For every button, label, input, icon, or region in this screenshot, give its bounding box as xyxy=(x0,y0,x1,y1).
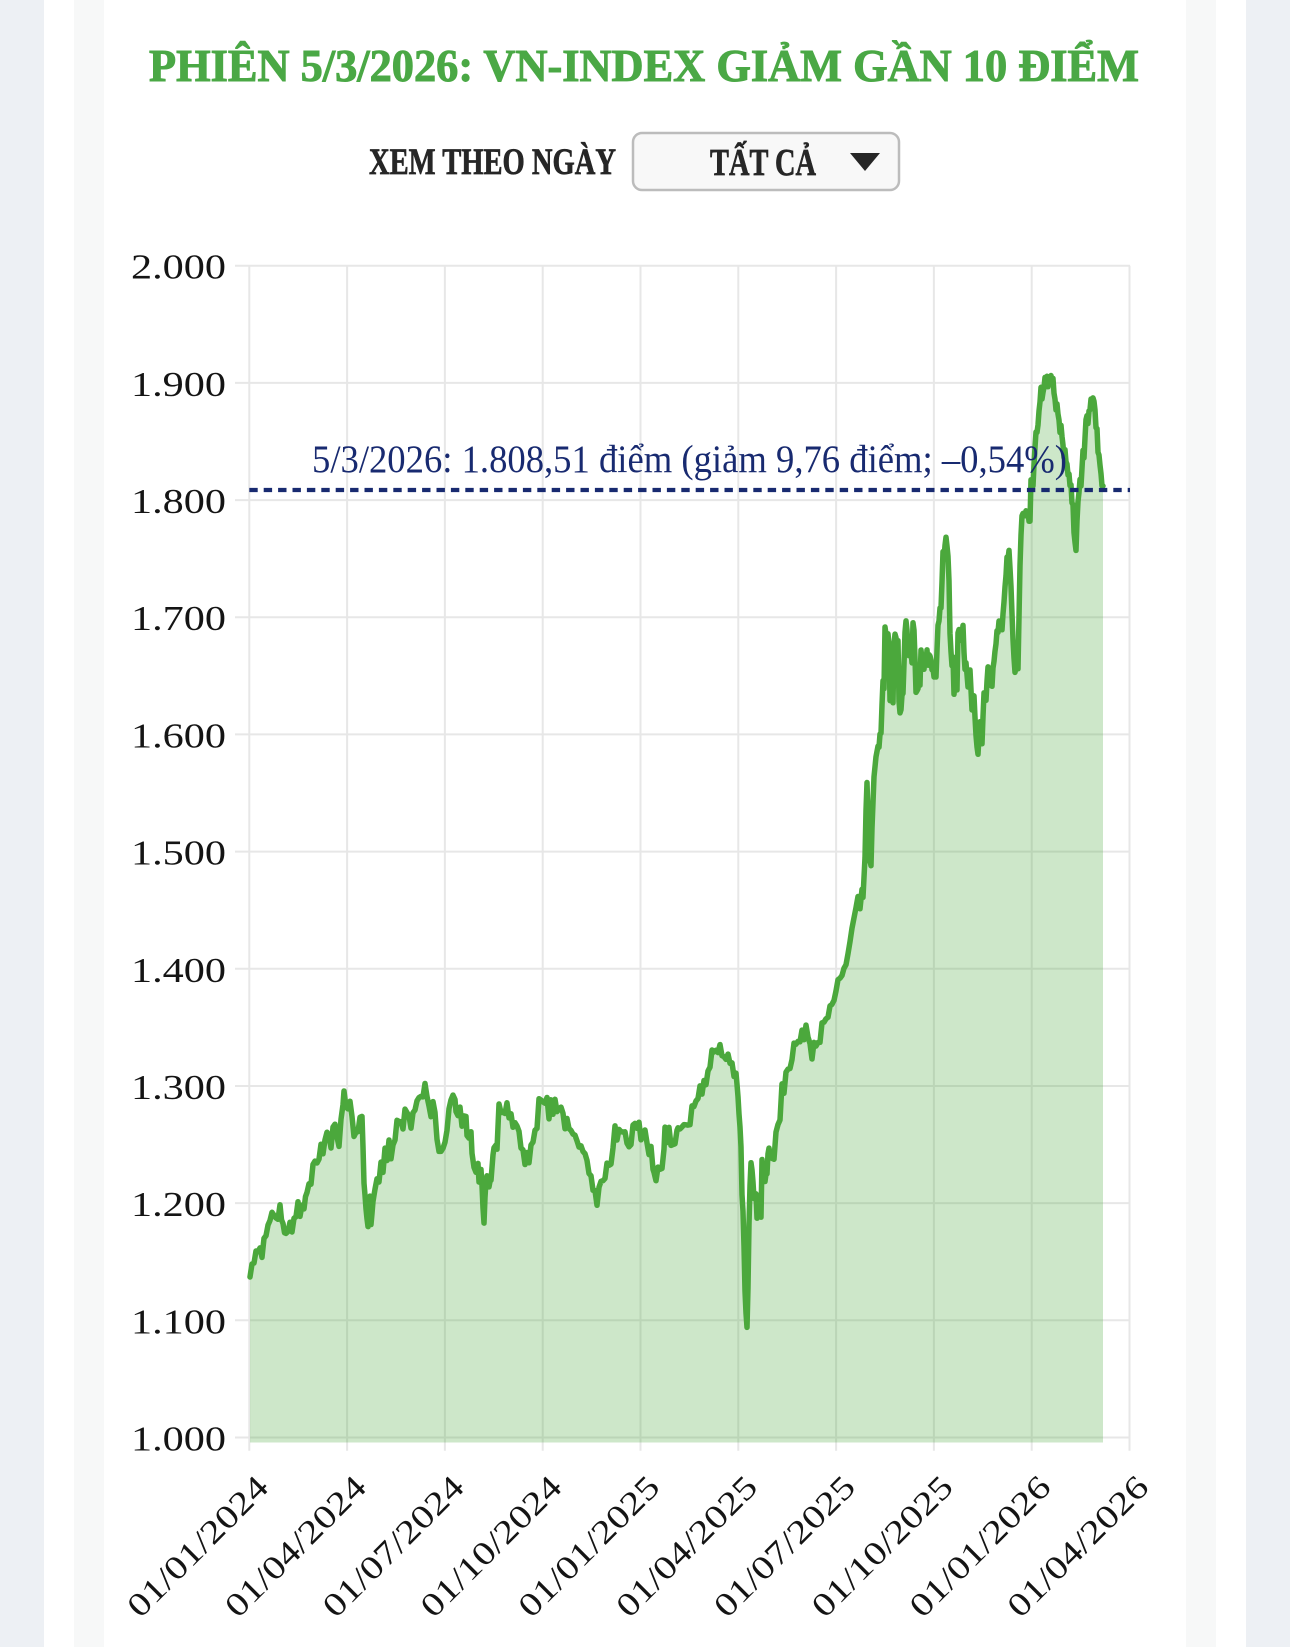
svg-text:1.300: 1.300 xyxy=(131,1068,226,1107)
svg-text:1.700: 1.700 xyxy=(131,599,226,638)
svg-text:1.900: 1.900 xyxy=(131,365,226,404)
svg-text:PHIÊN 5/3/2026: VN-INDEX GIẢM: PHIÊN 5/3/2026: VN-INDEX GIẢM GẦN 10 ĐIỂ… xyxy=(149,39,1139,91)
svg-text:1.400: 1.400 xyxy=(131,951,226,990)
svg-text:2.000: 2.000 xyxy=(131,248,226,287)
svg-text:XEM THEO NGÀY: XEM THEO NGÀY xyxy=(369,141,616,183)
svg-text:1.800: 1.800 xyxy=(131,482,226,521)
svg-text:1.100: 1.100 xyxy=(131,1302,226,1341)
svg-text:5/3/2026: 1.808,51 điểm (giảm: 5/3/2026: 1.808,51 điểm (giảm 9,76 điểm;… xyxy=(312,438,1067,481)
svg-text:TẤT CẢ: TẤT CẢ xyxy=(710,141,816,184)
svg-text:1.600: 1.600 xyxy=(131,716,226,755)
svg-text:1.200: 1.200 xyxy=(131,1185,226,1224)
svg-text:1.500: 1.500 xyxy=(131,834,226,873)
svg-text:1.000: 1.000 xyxy=(131,1420,226,1459)
